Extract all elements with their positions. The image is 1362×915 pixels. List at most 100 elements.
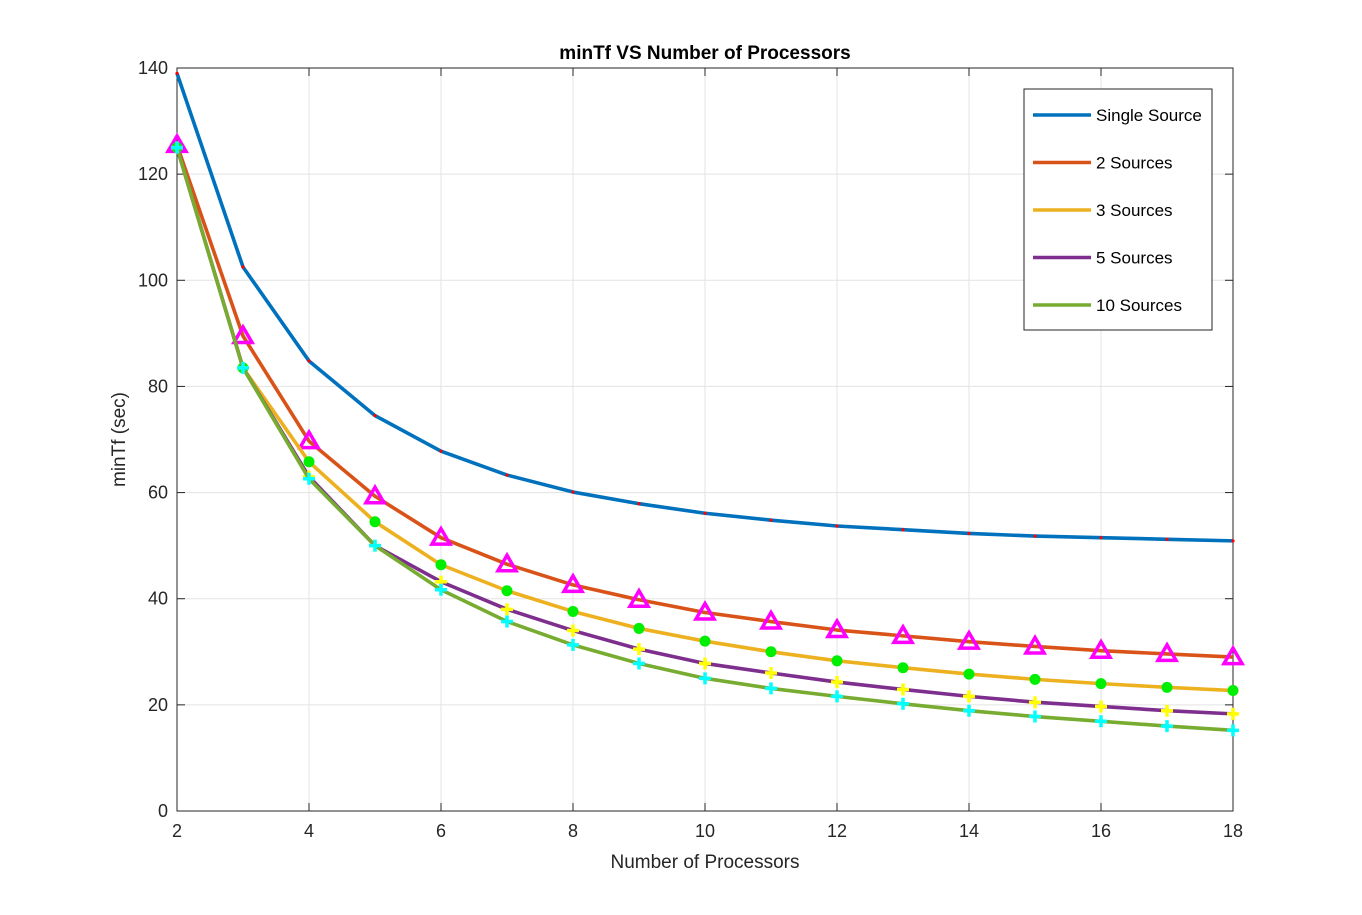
data-point	[769, 518, 773, 522]
data-point	[1033, 534, 1037, 538]
data-point	[765, 667, 777, 680]
data-point	[369, 539, 381, 552]
data-point	[501, 603, 513, 616]
data-point	[505, 473, 509, 477]
x-tick-label: 10	[695, 821, 715, 841]
data-point	[1022, 633, 1048, 655]
y-axis-label: minTf (sec)	[109, 392, 130, 487]
y-tick-label: 120	[138, 164, 168, 184]
legend-item: 5 Sources	[1033, 249, 1173, 268]
data-point	[956, 629, 982, 650]
data-point	[303, 456, 315, 468]
x-tick-label: 4	[304, 821, 314, 841]
data-point	[637, 502, 641, 506]
data-point	[567, 638, 579, 651]
data-point	[175, 71, 179, 75]
data-point	[835, 524, 839, 528]
legend-item: 3 Sources	[1033, 201, 1173, 220]
legend-label: 10 Sources	[1096, 296, 1182, 315]
y-tick-label: 40	[148, 589, 168, 609]
data-point	[1227, 707, 1239, 720]
data-point	[494, 551, 520, 573]
data-point	[824, 617, 850, 639]
series-3-sources	[171, 142, 1239, 697]
data-point	[1161, 720, 1173, 733]
data-point	[703, 511, 707, 515]
data-point	[963, 668, 975, 680]
data-point	[435, 559, 447, 571]
data-point	[890, 623, 916, 645]
data-point	[699, 635, 711, 647]
x-axis-label: Number of Processors	[610, 852, 799, 873]
data-point	[831, 676, 843, 689]
data-point	[1154, 641, 1180, 663]
data-point	[967, 531, 971, 536]
data-point	[633, 622, 645, 634]
series-2-sources	[164, 132, 1246, 666]
legend-item: 10 Sources	[1033, 296, 1182, 315]
data-point	[699, 657, 711, 670]
data-point	[428, 525, 454, 546]
y-tick-label: 140	[138, 58, 168, 78]
y-tick-label: 0	[158, 801, 168, 821]
data-point	[230, 323, 256, 345]
data-point	[1029, 673, 1041, 685]
data-point	[501, 585, 513, 597]
data-point	[241, 265, 245, 269]
data-point	[901, 528, 905, 532]
y-axis-ticks: 0 20 40 60 80 100 120 140	[138, 58, 1233, 821]
data-point	[439, 449, 443, 453]
data-point	[1220, 644, 1246, 666]
legend-item: 2 Sources	[1033, 154, 1173, 173]
x-tick-label: 2	[172, 821, 182, 841]
data-point	[963, 704, 975, 717]
data-point	[1029, 710, 1041, 723]
data-point	[831, 655, 843, 667]
data-point	[633, 657, 645, 670]
data-point	[571, 490, 575, 494]
x-tick-label: 14	[959, 821, 979, 841]
data-point	[1029, 696, 1041, 709]
x-tick-label: 8	[568, 821, 578, 841]
data-point	[303, 472, 315, 485]
data-point	[1227, 685, 1239, 697]
data-point	[758, 609, 784, 630]
data-point	[237, 361, 249, 374]
data-point	[435, 583, 447, 596]
data-point	[1161, 681, 1173, 693]
data-point	[897, 697, 909, 710]
data-point	[963, 690, 975, 703]
legend-item: Single Source	[1033, 106, 1202, 125]
data-point	[1099, 536, 1103, 540]
x-tick-label: 6	[436, 821, 446, 841]
legend: Single Source 2 Sources 3 Sources 5 Sources…	[1023, 88, 1213, 331]
x-axis-ticks: 2 4 6 8 10 12 14 16 18	[172, 68, 1243, 841]
legend-label: Single Source	[1096, 106, 1202, 125]
data-point	[501, 615, 513, 628]
x-tick-label: 12	[827, 821, 847, 841]
data-point	[1227, 724, 1239, 737]
data-point	[307, 359, 311, 363]
y-tick-label: 20	[148, 695, 168, 715]
legend-label: 3 Sources	[1096, 201, 1173, 220]
data-point	[373, 414, 377, 418]
data-point	[699, 672, 711, 685]
y-tick-label: 60	[148, 483, 168, 503]
y-tick-label: 80	[148, 376, 168, 396]
data-point	[765, 682, 777, 695]
data-point	[831, 690, 843, 703]
legend-label: 5 Sources	[1096, 249, 1173, 268]
data-point	[1231, 539, 1235, 543]
data-point	[171, 141, 183, 154]
series-10-sources	[171, 141, 1239, 737]
data-point	[692, 600, 718, 621]
series-line	[175, 144, 1234, 659]
data-point	[1088, 638, 1114, 659]
data-point	[626, 587, 652, 609]
data-point	[567, 605, 579, 617]
data-point	[560, 572, 586, 594]
data-point	[1095, 678, 1107, 690]
data-point	[1161, 704, 1173, 717]
